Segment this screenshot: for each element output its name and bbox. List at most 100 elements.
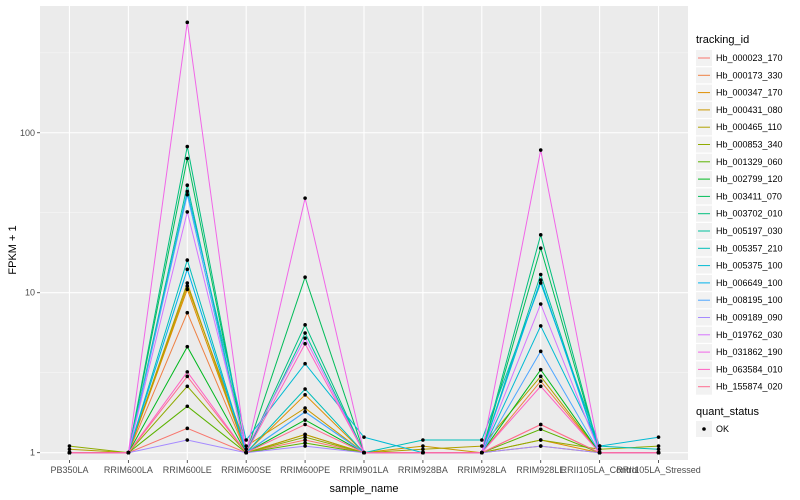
data-point (538, 302, 543, 306)
legend-label: Hb_000431_080 (716, 105, 783, 115)
legend-label: Hb_063584_010 (716, 364, 783, 374)
data-point (244, 438, 248, 442)
data-point (303, 275, 307, 280)
data-point (303, 438, 307, 442)
legend-label: Hb_019762_030 (716, 330, 783, 340)
legend-label: Hb_000465_110 (716, 122, 782, 132)
data-point (538, 367, 543, 372)
data-point (67, 447, 72, 452)
data-point (185, 281, 190, 285)
data-point (538, 281, 543, 285)
data-point (538, 148, 543, 152)
shape-legend-swatch (702, 427, 706, 431)
data-point (244, 444, 248, 448)
data-point (538, 349, 543, 354)
data-point (538, 379, 543, 383)
data-point (538, 427, 543, 432)
data-point (597, 444, 602, 448)
y-tick-label: 10 (25, 288, 35, 298)
legend-label: Hb_005375_100 (716, 261, 783, 271)
data-point (303, 418, 307, 422)
data-point (185, 156, 190, 161)
data-point (421, 447, 425, 452)
x-tick-label: RRIM600LE (163, 465, 212, 475)
data-point (303, 441, 307, 445)
legend-label: Hb_000347_170 (716, 88, 783, 98)
data-point (303, 323, 307, 327)
legend-label: Hb_003702_010 (716, 209, 783, 219)
data-point (303, 336, 307, 340)
data-point (421, 450, 425, 455)
legend-label: Hb_000023_170 (716, 53, 783, 63)
data-point (303, 387, 307, 391)
legend-label: Hb_000173_330 (716, 70, 783, 80)
data-point (185, 310, 190, 315)
data-point (538, 324, 543, 328)
data-point (185, 192, 190, 197)
legend-label: Hb_006649_100 (716, 278, 783, 288)
data-point (244, 447, 248, 452)
shape-legend-label: OK (716, 424, 729, 434)
data-point (538, 438, 543, 442)
legend-label: Hb_009189_090 (716, 313, 783, 323)
data-point (303, 435, 307, 439)
data-point (538, 278, 543, 282)
legend-label: Hb_005197_030 (716, 226, 783, 236)
data-point (421, 438, 425, 442)
data-point (185, 144, 190, 149)
data-point (126, 450, 131, 455)
data-point (185, 183, 190, 188)
legend-label: Hb_000853_340 (716, 140, 783, 150)
x-axis-ticks: PB350LA RRIM600LA RRIM600LE RRIM600SE RRIM60… (50, 460, 701, 475)
data-point (480, 444, 484, 448)
y-tick-label: 1 (30, 448, 35, 458)
data-point (185, 258, 190, 262)
data-point (362, 435, 366, 439)
legend-label: Hb_001329_060 (716, 157, 783, 167)
x-tick-label: RRIM928LA (457, 465, 506, 475)
legend-label: Hb_003411_070 (716, 191, 782, 201)
legend-items: Hb_000023_170 Hb_000173_330 Hb_000347_170 H… (696, 50, 783, 395)
data-point (538, 246, 543, 250)
data-point (303, 406, 307, 410)
data-point (185, 20, 190, 25)
legend-label: Hb_005357_210 (716, 243, 783, 253)
x-tick-label: RRIM901LA (339, 465, 388, 475)
data-point (303, 393, 307, 397)
data-point (67, 450, 72, 455)
legend-label: Hb_008195_100 (716, 295, 783, 305)
data-point (303, 331, 307, 335)
data-point (303, 422, 307, 427)
data-point (656, 450, 661, 455)
legend-title: tracking_id (696, 34, 749, 46)
y-tick-label: 100 (20, 128, 35, 138)
data-point (185, 267, 190, 272)
x-tick-label: RRIM600LA (104, 465, 153, 475)
data-point (480, 438, 484, 442)
legend-label: Hb_031862_190 (716, 347, 783, 357)
data-point (185, 284, 190, 288)
data-point (538, 384, 543, 389)
data-point (538, 233, 543, 237)
x-tick-label: RRII105LA_Control (561, 465, 639, 475)
data-point (185, 189, 190, 194)
grid-major (40, 6, 688, 460)
shape-legend-title: quant_status (696, 406, 759, 418)
data-point (67, 444, 72, 448)
data-point (421, 444, 425, 448)
data-point (244, 450, 248, 455)
data-point (303, 361, 307, 366)
data-point (303, 196, 307, 200)
x-axis-title: sample_name (329, 483, 398, 495)
x-tick-label: RRIM928BA (398, 465, 448, 475)
data-point (362, 450, 366, 455)
data-point (303, 410, 307, 414)
data-point (480, 450, 484, 455)
data-point (185, 210, 190, 214)
shape-legend-items: OK (696, 421, 729, 437)
data-point (303, 444, 307, 448)
data-point (597, 450, 602, 455)
x-tick-label: RRIM600PE (280, 465, 330, 475)
x-tick-label: PB350LA (50, 465, 88, 475)
